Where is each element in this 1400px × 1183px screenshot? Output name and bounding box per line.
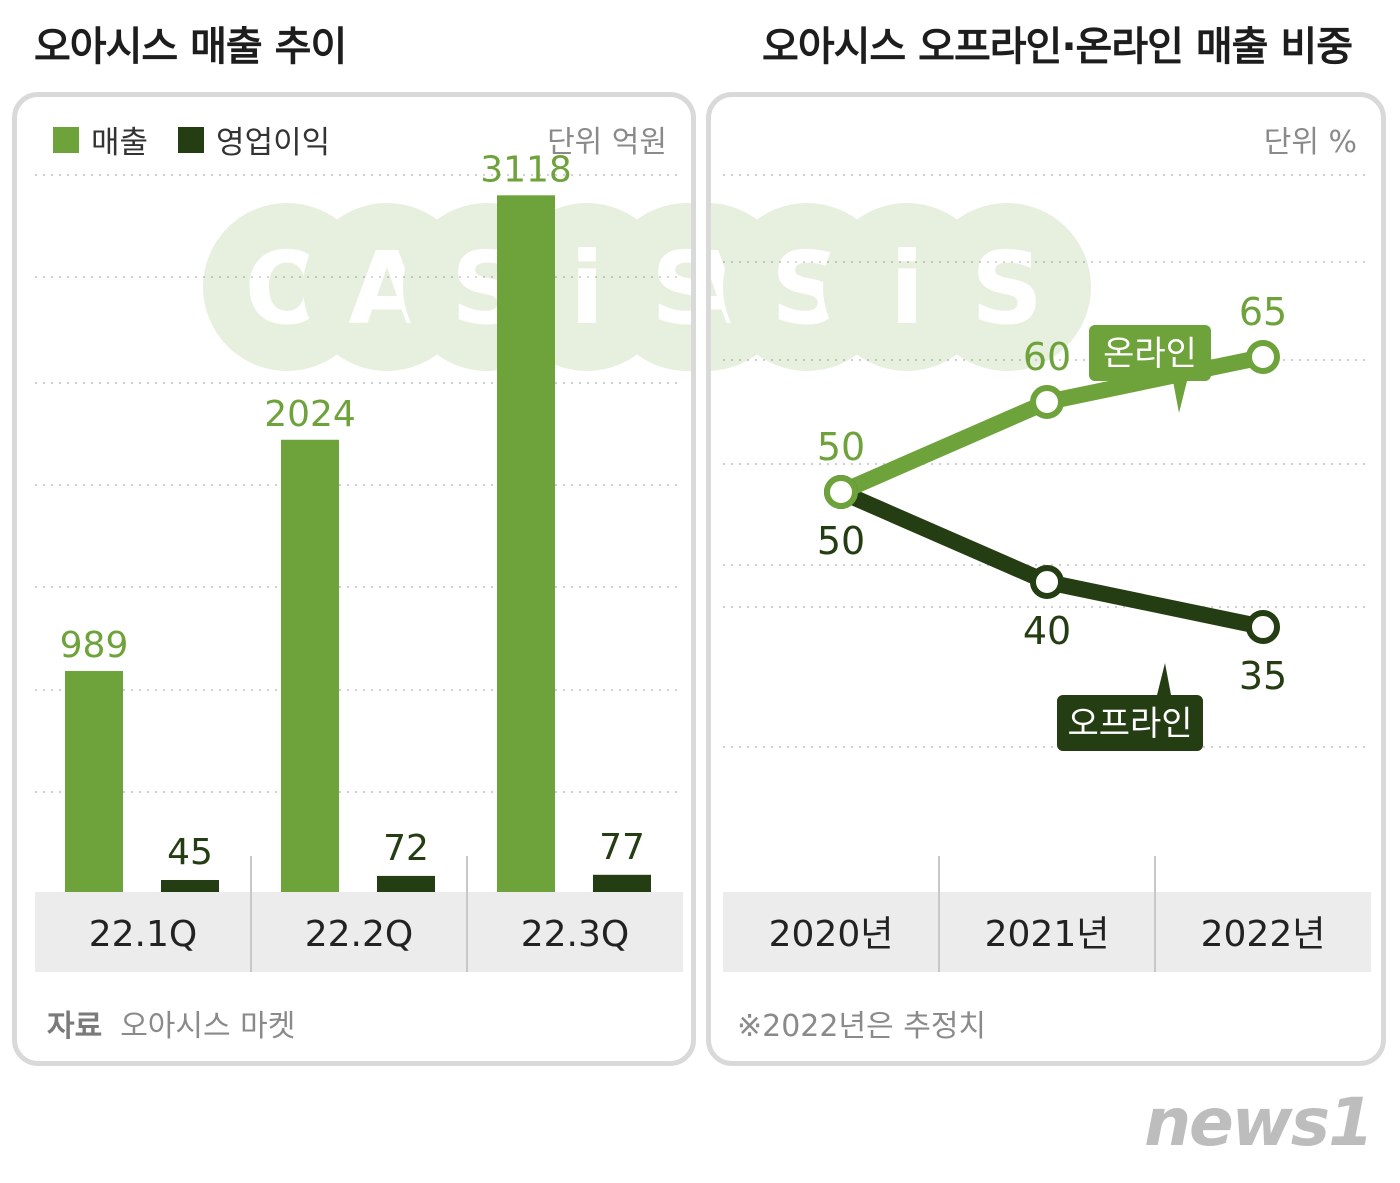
watermark-letter: S: [651, 230, 691, 347]
legend-swatch-operating-profit: [178, 126, 205, 153]
unit-label-right: 단위 %: [1263, 125, 1357, 160]
legend: 매출 영업이익: [53, 117, 330, 162]
x-tick-label: 22.2Q: [305, 914, 414, 955]
data-point-online: [1246, 340, 1280, 374]
watermark-letter: S: [971, 230, 1043, 347]
bar-operating-profit: [161, 880, 219, 892]
data-label-online: 50: [817, 425, 865, 469]
callout-text: 온라인: [1103, 334, 1197, 374]
bar-sales: [281, 439, 339, 892]
watermark-letter: A: [348, 230, 425, 347]
legend-label-operating-profit: 영업이익: [216, 125, 331, 161]
data-label-sales: 2024: [264, 394, 356, 435]
watermark-letter: O: [244, 230, 329, 347]
watermark-letter: S: [771, 230, 843, 347]
data-label-sales: 989: [60, 625, 129, 666]
left-chart-title: 오아시스 매출 추이: [34, 24, 347, 70]
watermark-disc: [823, 203, 991, 371]
watermark-letter: i: [570, 230, 604, 347]
callout-pointer: [1173, 381, 1187, 413]
estimate-note: ※2022년은 추정치: [737, 1009, 987, 1044]
data-point-online: [824, 475, 858, 509]
data-label-sales: 3118: [480, 149, 572, 190]
watermark-letter: i: [890, 230, 924, 347]
channel-share-panel: OASiS2020년2021년2022년504035506065온라인오프라인 …: [706, 92, 1386, 1066]
source-text: 오아시스 마켓: [120, 1009, 296, 1044]
watermark-disc: [711, 203, 791, 371]
data-label-offline: 40: [1023, 609, 1071, 653]
x-tick-label: 22.1Q: [89, 914, 198, 955]
data-point-online: [1030, 385, 1064, 419]
callout-text: 오프라인: [1067, 704, 1192, 744]
callout-pointer: [1157, 663, 1171, 695]
data-label-online: 60: [1023, 335, 1071, 379]
watermark-disc: [923, 203, 1091, 371]
data-label-offline: 50: [817, 519, 865, 563]
callout-box: [1089, 325, 1211, 381]
data-label-operating-profit: 72: [383, 828, 429, 869]
data-label-operating-profit: 77: [599, 827, 645, 868]
data-label-offline: 35: [1239, 654, 1287, 698]
callout-box: [1057, 695, 1203, 751]
x-tick-label: 2022년: [1201, 914, 1326, 955]
x-axis-band: [35, 892, 683, 972]
x-axis-band: [723, 892, 1371, 972]
legend-label-sales: 매출: [91, 125, 149, 161]
bar-sales: [497, 195, 555, 892]
data-label-operating-profit: 45: [167, 832, 213, 873]
watermark-disc: [723, 203, 891, 371]
data-point-offline: [1030, 565, 1064, 599]
x-tick-label: 22.3Q: [521, 914, 630, 955]
x-tick-label: 2020년: [769, 914, 894, 955]
unit-label-left: 단위 억원: [547, 125, 667, 160]
legend-swatch-sales: [53, 126, 79, 153]
bar-operating-profit: [593, 874, 651, 892]
news1-logo: news1: [1144, 1084, 1374, 1161]
watermark-disc: [303, 203, 471, 371]
watermark-disc: [203, 203, 371, 371]
source-label: 자료: [47, 1009, 103, 1044]
right-chart-title: 오아시스 오프라인·온라인 매출 비중: [762, 24, 1353, 70]
watermark-disc: [603, 203, 691, 371]
callout-offline: 오프라인: [1057, 663, 1203, 751]
bar-operating-profit: [377, 875, 435, 892]
data-point-offline: [1246, 610, 1280, 644]
watermark-letter: A: [711, 230, 746, 347]
bar-sales: [65, 671, 123, 892]
x-tick-label: 2021년: [985, 914, 1110, 955]
data-label-online: 65: [1239, 290, 1287, 334]
callout-online: 온라인: [1089, 325, 1211, 413]
source-line: 자료 오아시스 마켓: [47, 1001, 295, 1045]
